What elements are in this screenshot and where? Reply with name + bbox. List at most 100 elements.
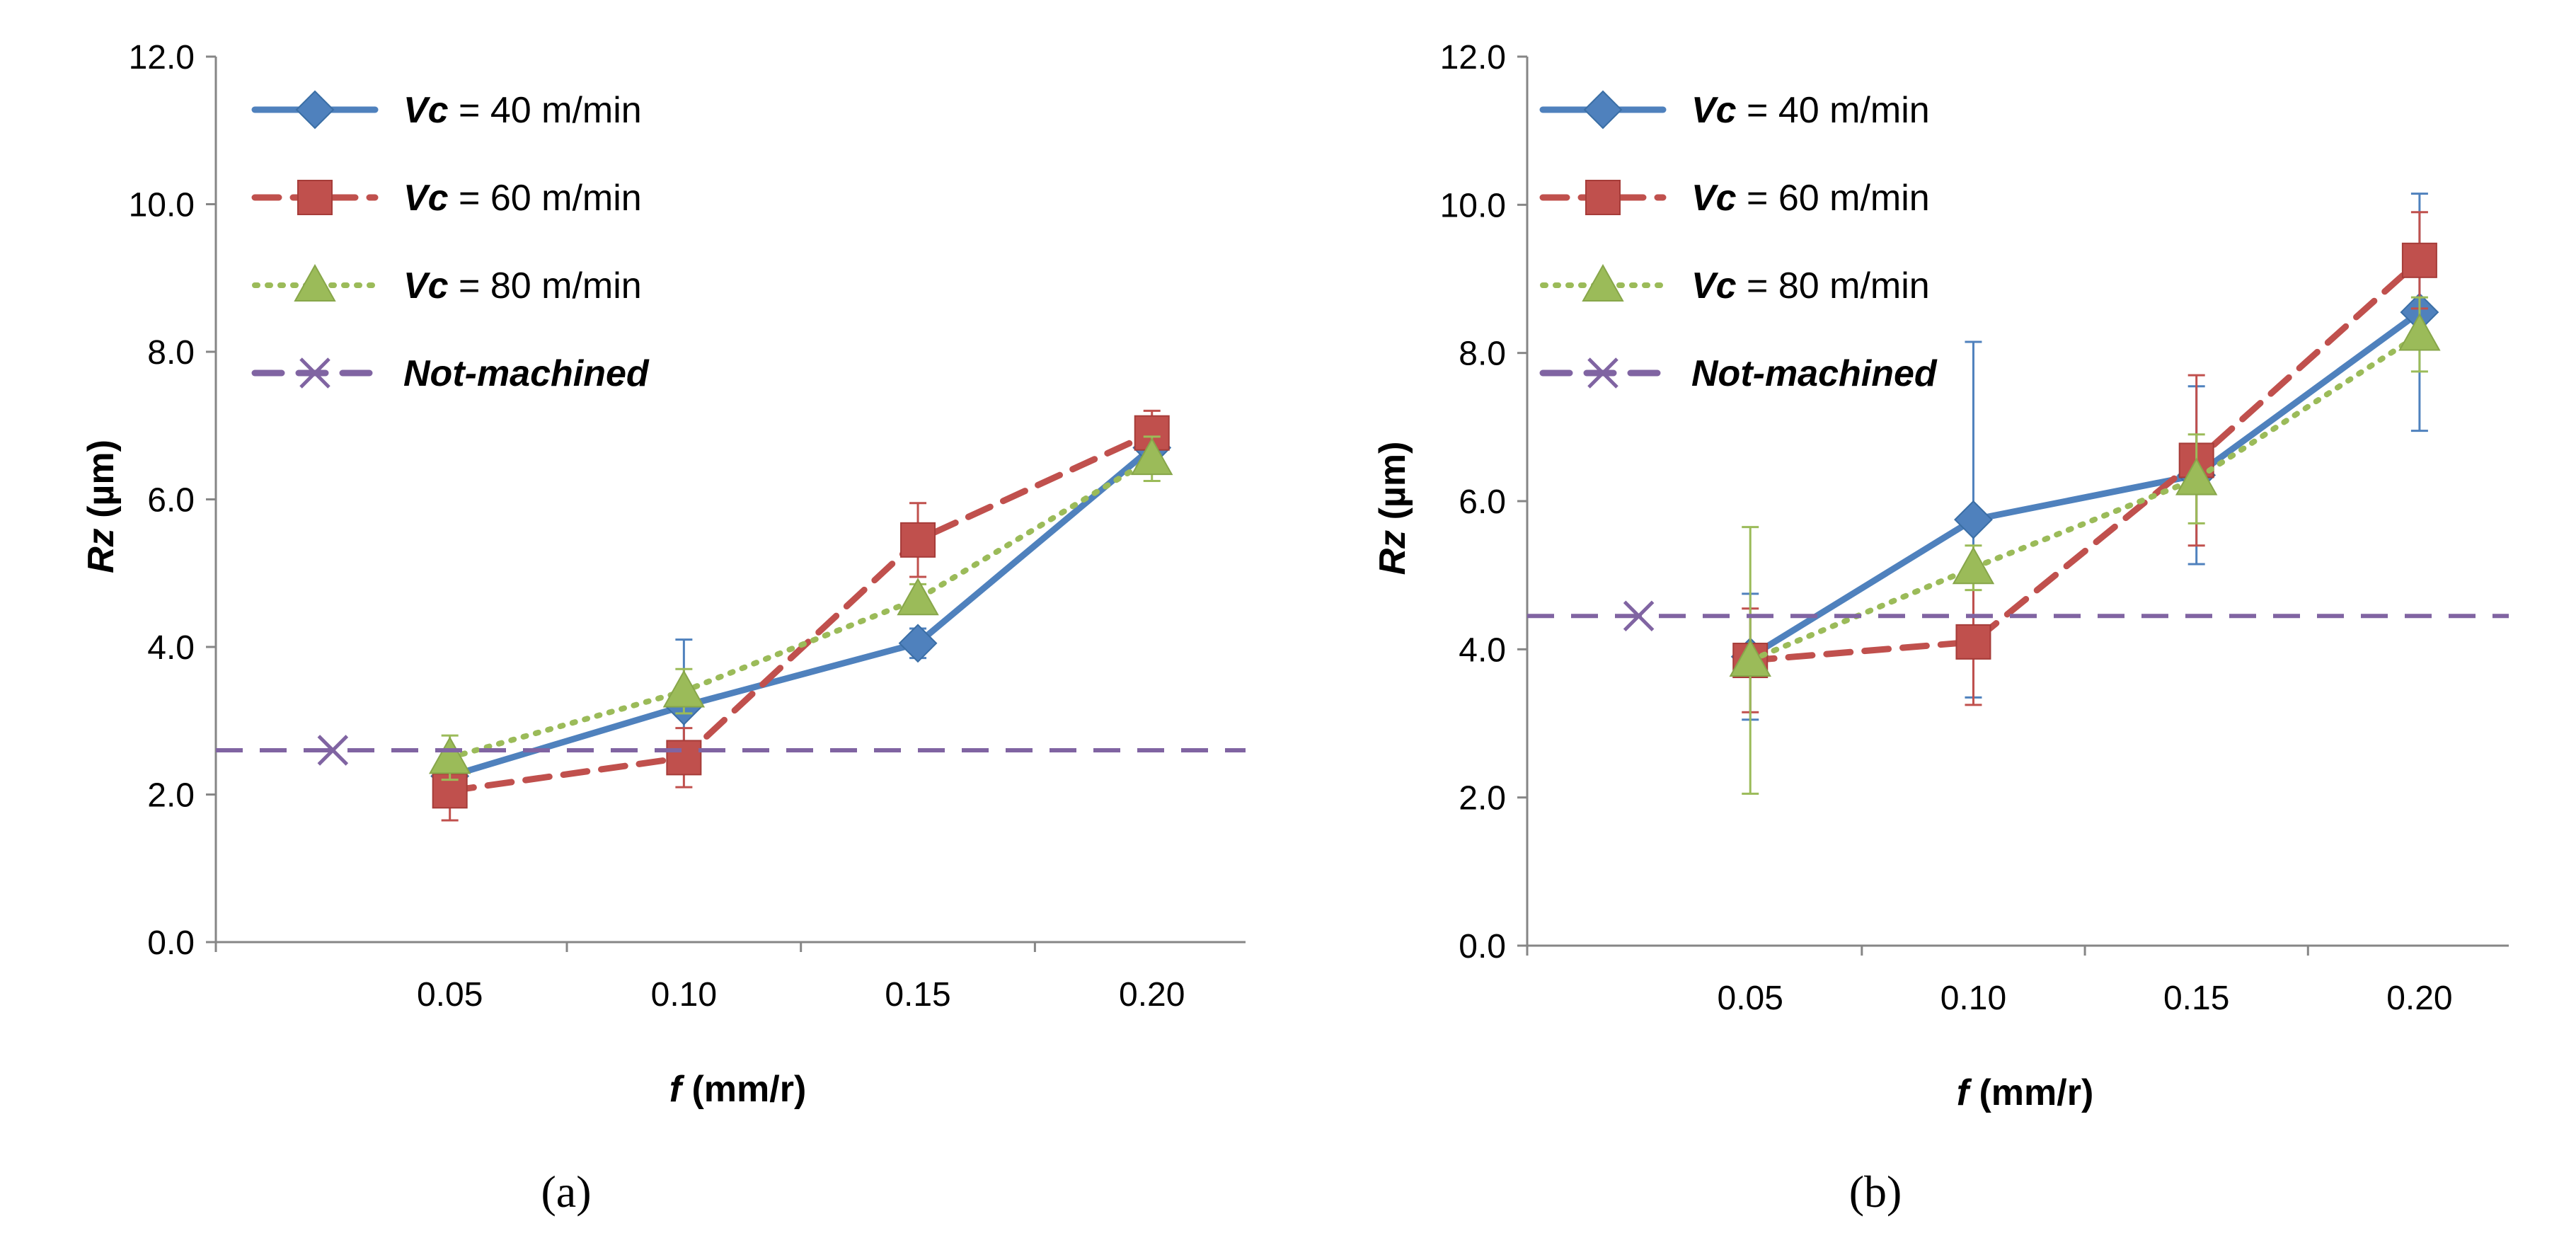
series-line <box>1747 257 2423 664</box>
x-stroke <box>317 735 349 766</box>
y-tick-label: 4.0 <box>1459 631 1506 669</box>
series-line <box>1747 309 2423 660</box>
y-axis-var: Rz <box>81 528 122 573</box>
x-tick-label: 0.20 <box>1119 976 1185 1014</box>
data-point <box>666 740 702 776</box>
series-3 <box>216 735 1246 766</box>
legend-label-var: Not-machined <box>1691 353 1938 394</box>
data-point <box>428 736 471 774</box>
legend-swatch-marker <box>297 180 333 215</box>
data-point <box>2398 313 2441 351</box>
legend-swatch-marker <box>1585 180 1621 215</box>
y-axis-var: Rz <box>1372 530 1413 575</box>
x-axis-unit: (mm/r) <box>1969 1072 2093 1113</box>
x-stroke <box>299 357 330 389</box>
data-point <box>662 670 706 708</box>
y-axis-title: Rz (µm) <box>1372 442 1413 575</box>
x-axis-unit: (mm/r) <box>682 1069 806 1110</box>
legend-label-var: Vc <box>403 265 449 306</box>
y-axis-unit: (µm) <box>1372 442 1413 530</box>
data-point <box>900 522 936 558</box>
legend-item: Vc = 60 m/min <box>1539 178 1930 219</box>
legend-label: Vc = 40 m/min <box>403 90 642 131</box>
legend-swatch-marker <box>1587 357 1618 389</box>
legend-label-var: Vc <box>1691 265 1737 306</box>
y-tick-label: 2.0 <box>1459 780 1506 818</box>
legend-swatch-marker <box>1582 263 1624 302</box>
series-2 <box>1729 296 2441 795</box>
x-tick-label: 0.15 <box>2163 980 2229 1017</box>
data-point <box>898 624 938 663</box>
chart-panel-b: 0.0 2.0 4.0 6.0 8.0 10.0 12.0 0.05 0.10 0.15 0.20 f… <box>1372 39 2509 1217</box>
legend-label: Not-machined <box>1691 353 1938 394</box>
data-point <box>317 735 349 766</box>
y-tick-label: 6.0 <box>1459 483 1506 521</box>
legend-label-var: Vc <box>1691 90 1737 131</box>
x-tick-label: 0.20 <box>2386 980 2452 1017</box>
legend-label: Vc = 80 m/min <box>403 265 642 306</box>
data-point <box>1131 437 1173 476</box>
legend-swatch-marker <box>295 90 335 130</box>
legend-item: Not-machined <box>1539 353 1938 394</box>
series-line <box>447 445 1156 779</box>
legend-item: Vc = 40 m/min <box>1539 90 1930 131</box>
legend-item: Not-machined <box>251 353 650 394</box>
y-tick-label: 8.0 <box>147 334 195 372</box>
data-point <box>1952 546 1995 585</box>
x-tick-label: 0.10 <box>651 976 717 1014</box>
x-stroke <box>1623 600 1655 632</box>
legend-swatch-marker <box>294 263 336 302</box>
legend-label-rest: = 80 m/min <box>1737 265 1930 306</box>
legend-swatch-marker <box>299 357 330 389</box>
legend-item: Vc = 80 m/min <box>252 263 642 306</box>
legend-label-rest: = 60 m/min <box>1737 178 1930 219</box>
series-2 <box>428 435 1173 781</box>
series-0 <box>430 428 1172 796</box>
data-point <box>897 578 939 616</box>
series-line <box>1747 331 2422 664</box>
legend-label: Not-machined <box>403 353 650 394</box>
series-1 <box>432 409 1170 822</box>
series-line <box>447 430 1156 794</box>
legend-label: Vc = 40 m/min <box>1691 90 1930 131</box>
panel-label: (a) <box>541 1166 591 1217</box>
legend-label-rest: = 60 m/min <box>449 178 642 219</box>
y-tick-label: 12.0 <box>1440 39 1506 76</box>
y-axis-unit: (µm) <box>81 440 122 528</box>
x-axis-var: f <box>669 1069 685 1110</box>
y-tick-label: 4.0 <box>147 629 195 667</box>
y-axis-title: Rz (µm) <box>81 440 122 573</box>
x-tick-label: 0.05 <box>417 976 483 1014</box>
legend-label-var: Vc <box>1691 178 1737 219</box>
series-line <box>447 456 1155 761</box>
legend-label: Vc = 60 m/min <box>403 178 642 219</box>
x-axis-title: f (mm/r) <box>669 1069 807 1110</box>
y-tick-label: 12.0 <box>129 39 195 76</box>
x-stroke <box>1587 357 1618 389</box>
legend-label-var: Vc <box>403 90 449 131</box>
x-axis-title: f (mm/r) <box>1957 1072 2094 1113</box>
x-tick-label: 0.15 <box>885 976 950 1014</box>
series-3 <box>1527 600 2509 632</box>
y-tick-label: 2.0 <box>147 777 195 815</box>
legend-label-var: Not-machined <box>403 353 650 394</box>
legend-swatch-marker <box>1583 90 1623 130</box>
data-point <box>1955 624 1991 660</box>
chart-panel-a: 0.0 2.0 4.0 6.0 8.0 10.0 12.0 0.05 0.10 0.15 0.20 f… <box>81 39 1246 1217</box>
x-tick-label: 0.10 <box>1940 980 2006 1017</box>
panel-label: (b) <box>1849 1166 1902 1217</box>
x-axis-var: f <box>1957 1072 1972 1113</box>
legend-label: Vc = 60 m/min <box>1691 178 1930 219</box>
x-tick-label: 0.05 <box>1718 980 1783 1017</box>
legend-label-rest: = 80 m/min <box>449 265 642 306</box>
legend-item: Vc = 40 m/min <box>251 90 642 131</box>
legend-label: Vc = 80 m/min <box>1691 265 1930 306</box>
y-tick-label: 0.0 <box>147 924 195 962</box>
data-point <box>1729 638 1771 677</box>
y-tick-label: 10.0 <box>1440 187 1506 224</box>
y-tick-label: 0.0 <box>1459 928 1506 965</box>
